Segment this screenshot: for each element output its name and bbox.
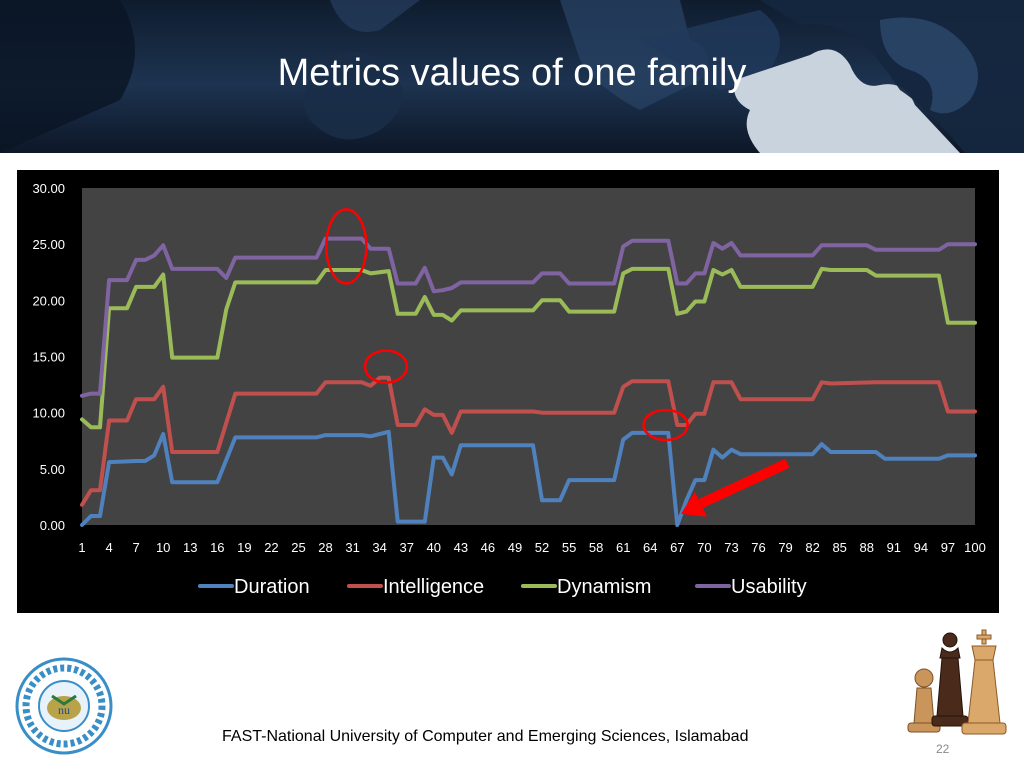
x-tick-label: 76 bbox=[751, 540, 765, 555]
x-tick-label: 55 bbox=[562, 540, 576, 555]
x-tick-label: 16 bbox=[210, 540, 224, 555]
chart-panel: 0.00 5.00 10.00 15.00 20.00 25.00 30.00 1 4 7 10 13… bbox=[17, 170, 999, 613]
x-tick-label: 52 bbox=[535, 540, 549, 555]
x-tick-label: 1 bbox=[78, 540, 85, 555]
chess-pieces-image bbox=[907, 629, 1007, 735]
x-tick-label: 91 bbox=[887, 540, 901, 555]
y-tick-label: 25.00 bbox=[32, 237, 65, 252]
x-tick-label: 58 bbox=[589, 540, 603, 555]
series-line-usability bbox=[80, 236, 977, 398]
x-tick-label: 40 bbox=[427, 540, 441, 555]
x-tick-label: 25 bbox=[291, 540, 305, 555]
x-tick-label: 88 bbox=[860, 540, 874, 555]
x-tick-label: 34 bbox=[372, 540, 386, 555]
x-tick-label: 94 bbox=[914, 540, 928, 555]
y-tick-label: 0.00 bbox=[40, 518, 65, 533]
puzzle-pieces-image bbox=[0, 0, 1024, 153]
x-tick-label: 64 bbox=[643, 540, 657, 555]
y-tick-label: 20.00 bbox=[32, 293, 65, 308]
x-tick-label: 79 bbox=[778, 540, 792, 555]
legend-label-dynamism: Dynamism bbox=[557, 576, 651, 598]
x-tick-label: 19 bbox=[237, 540, 251, 555]
footer-university-name: FAST-National University of Computer and… bbox=[222, 728, 749, 745]
x-tick-label: 13 bbox=[183, 540, 197, 555]
x-tick-label: 22 bbox=[264, 540, 278, 555]
x-tick-label: 37 bbox=[399, 540, 413, 555]
red-arrow-icon bbox=[698, 458, 790, 509]
line-chart: 0.00 5.00 10.00 15.00 20.00 25.00 30.00 1 4 7 10 13… bbox=[32, 181, 986, 598]
x-tick-label: 82 bbox=[805, 540, 819, 555]
x-tick-label: 7 bbox=[133, 540, 140, 555]
series-line-intelligence bbox=[80, 375, 977, 507]
x-tick-label: 10 bbox=[156, 540, 170, 555]
y-tick-label: 10.00 bbox=[32, 406, 65, 421]
y-tick-label: 30.00 bbox=[32, 181, 65, 196]
x-tick-label: 97 bbox=[941, 540, 955, 555]
y-tick-label: 15.00 bbox=[32, 350, 65, 365]
x-tick-label: 67 bbox=[670, 540, 684, 555]
university-logo-icon: nu bbox=[15, 657, 113, 755]
legend-label-intelligence: Intelligence bbox=[383, 576, 484, 598]
series-line-duration bbox=[80, 429, 977, 527]
legend-label-usability: Usability bbox=[731, 576, 807, 598]
annotation-ellipse bbox=[363, 349, 409, 384]
slide-title: Metrics values of one family bbox=[277, 52, 747, 94]
y-tick-label: 5.00 bbox=[40, 462, 65, 477]
x-tick-label: 43 bbox=[454, 540, 468, 555]
x-tick-label: 46 bbox=[481, 540, 495, 555]
series-line-dynamism bbox=[80, 266, 977, 430]
svg-text:nu: nu bbox=[58, 703, 70, 717]
title-banner: Metrics values of one family bbox=[0, 0, 1024, 153]
x-tick-label: 49 bbox=[508, 540, 522, 555]
x-tick-label: 100 bbox=[964, 540, 986, 555]
x-tick-label: 4 bbox=[105, 540, 112, 555]
x-tick-label: 31 bbox=[345, 540, 359, 555]
x-tick-label: 85 bbox=[832, 540, 846, 555]
slide-number: 22 bbox=[936, 742, 950, 756]
x-tick-label: 61 bbox=[616, 540, 630, 555]
annotation-ellipse bbox=[642, 408, 689, 442]
x-tick-label: 73 bbox=[724, 540, 738, 555]
annotation-ellipse bbox=[325, 208, 368, 285]
legend-label-duration: Duration bbox=[234, 576, 310, 598]
x-tick-label: 70 bbox=[697, 540, 711, 555]
x-tick-label: 28 bbox=[318, 540, 332, 555]
red-arrow-head bbox=[680, 491, 707, 517]
